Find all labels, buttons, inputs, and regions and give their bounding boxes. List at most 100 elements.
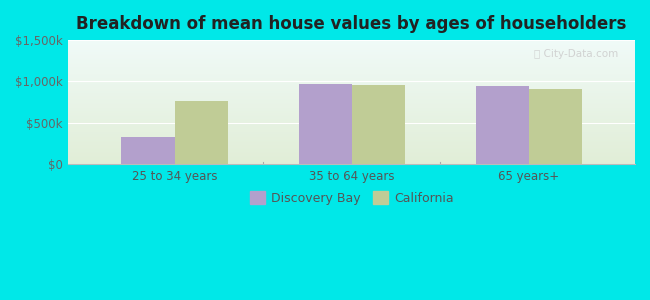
Bar (68, 95, 635, 96)
Bar (68, 93, 635, 94)
Bar (68, 162, 635, 163)
Bar (68, 154, 635, 155)
Bar (122, 137, 175, 164)
Bar (68, 125, 635, 126)
Bar (68, 65, 635, 66)
Bar (68, 88, 635, 89)
Bar (68, 138, 635, 139)
Bar (68, 41, 635, 42)
Bar (68, 68, 635, 69)
Legend: Discovery Bay, California: Discovery Bay, California (244, 187, 459, 210)
Bar (68, 122, 635, 123)
Bar (68, 47, 635, 48)
Bar (68, 49, 635, 50)
Bar (68, 54, 635, 55)
Bar (476, 86, 528, 164)
Bar (68, 163, 635, 164)
Bar (68, 148, 635, 149)
Bar (68, 159, 635, 160)
Bar (68, 135, 635, 136)
Bar (68, 89, 635, 90)
Bar (68, 67, 635, 68)
Bar (68, 102, 635, 103)
Bar (68, 155, 635, 156)
Bar (68, 64, 635, 65)
Bar (68, 153, 635, 154)
Bar (68, 51, 635, 52)
Bar (68, 143, 635, 144)
Bar (68, 145, 635, 146)
Bar (68, 72, 635, 73)
Bar (68, 99, 635, 100)
Bar (68, 142, 635, 143)
Bar (528, 89, 582, 164)
Bar (68, 84, 635, 85)
Bar (68, 150, 635, 151)
Bar (68, 53, 635, 54)
Title: Breakdown of mean house values by ages of householders: Breakdown of mean house values by ages o… (77, 15, 627, 33)
Bar (68, 147, 635, 148)
Bar (68, 158, 635, 159)
Bar (68, 121, 635, 122)
Bar (68, 112, 635, 113)
Bar (68, 52, 635, 53)
Bar (68, 81, 635, 82)
Bar (68, 136, 635, 137)
Bar (68, 107, 635, 108)
Bar (68, 40, 635, 41)
Bar (68, 92, 635, 93)
Bar (68, 152, 635, 153)
Bar (68, 78, 635, 79)
Bar (68, 103, 635, 104)
Bar (68, 128, 635, 129)
Bar (68, 85, 635, 86)
Bar (352, 85, 405, 164)
Bar (68, 48, 635, 49)
Bar (298, 84, 352, 164)
Bar (68, 77, 635, 78)
Bar (68, 76, 635, 77)
Bar (68, 132, 635, 133)
Bar (68, 146, 635, 147)
Bar (68, 63, 635, 64)
Bar (68, 83, 635, 84)
Bar (68, 96, 635, 97)
Bar (68, 116, 635, 117)
Bar (68, 90, 635, 91)
Bar (68, 87, 635, 88)
Bar (68, 156, 635, 157)
Bar (68, 58, 635, 59)
Bar (68, 108, 635, 109)
Bar (68, 118, 635, 119)
Bar (68, 113, 635, 114)
Bar (68, 140, 635, 141)
Bar (68, 42, 635, 43)
Bar (68, 100, 635, 101)
Bar (68, 98, 635, 99)
Bar (68, 126, 635, 127)
Bar (68, 66, 635, 67)
Bar (68, 79, 635, 80)
Bar (68, 119, 635, 120)
Bar (68, 43, 635, 44)
Bar (68, 104, 635, 105)
Bar (68, 86, 635, 87)
Bar (68, 141, 635, 142)
Text: ⓘ City-Data.com: ⓘ City-Data.com (534, 49, 618, 59)
Bar (68, 45, 635, 46)
Bar (68, 120, 635, 121)
Bar (68, 46, 635, 47)
Bar (68, 55, 635, 56)
Bar (68, 62, 635, 63)
Bar (68, 61, 635, 62)
Bar (68, 70, 635, 71)
Bar (68, 111, 635, 112)
Bar (68, 151, 635, 152)
Bar (68, 137, 635, 138)
Bar (68, 71, 635, 72)
Bar (68, 114, 635, 115)
Bar (68, 105, 635, 106)
Bar (68, 56, 635, 57)
Bar (68, 82, 635, 83)
Bar (68, 139, 635, 140)
